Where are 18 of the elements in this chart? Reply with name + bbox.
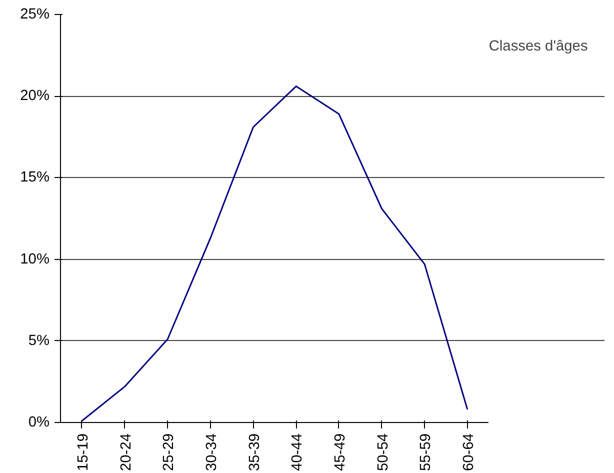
x-tick-label: 15-19 bbox=[75, 433, 92, 471]
x-tick-label: 20-24 bbox=[118, 433, 134, 471]
x-tick-label: 60-64 bbox=[460, 433, 477, 471]
x-tick-label: 45-49 bbox=[332, 433, 348, 471]
line-series bbox=[81, 86, 468, 422]
x-axis-title: Classes d'âges bbox=[488, 38, 588, 54]
y-tick-label: 0% bbox=[28, 414, 50, 430]
x-tick-label: 25-29 bbox=[161, 433, 178, 471]
x-tick-label: 30-34 bbox=[204, 433, 220, 471]
y-tick-label: 10% bbox=[20, 251, 50, 268]
y-tick-label: 25% bbox=[20, 6, 50, 22]
x-tick-label: 40-44 bbox=[290, 433, 306, 471]
x-tick-label: 50-54 bbox=[375, 433, 392, 471]
y-tick-label: 15% bbox=[20, 170, 50, 186]
x-tick-label: 35-39 bbox=[246, 433, 263, 471]
y-tick-label: 5% bbox=[28, 332, 50, 349]
x-tick-label: 55-59 bbox=[418, 433, 434, 471]
y-tick-label: 20% bbox=[20, 88, 50, 104]
